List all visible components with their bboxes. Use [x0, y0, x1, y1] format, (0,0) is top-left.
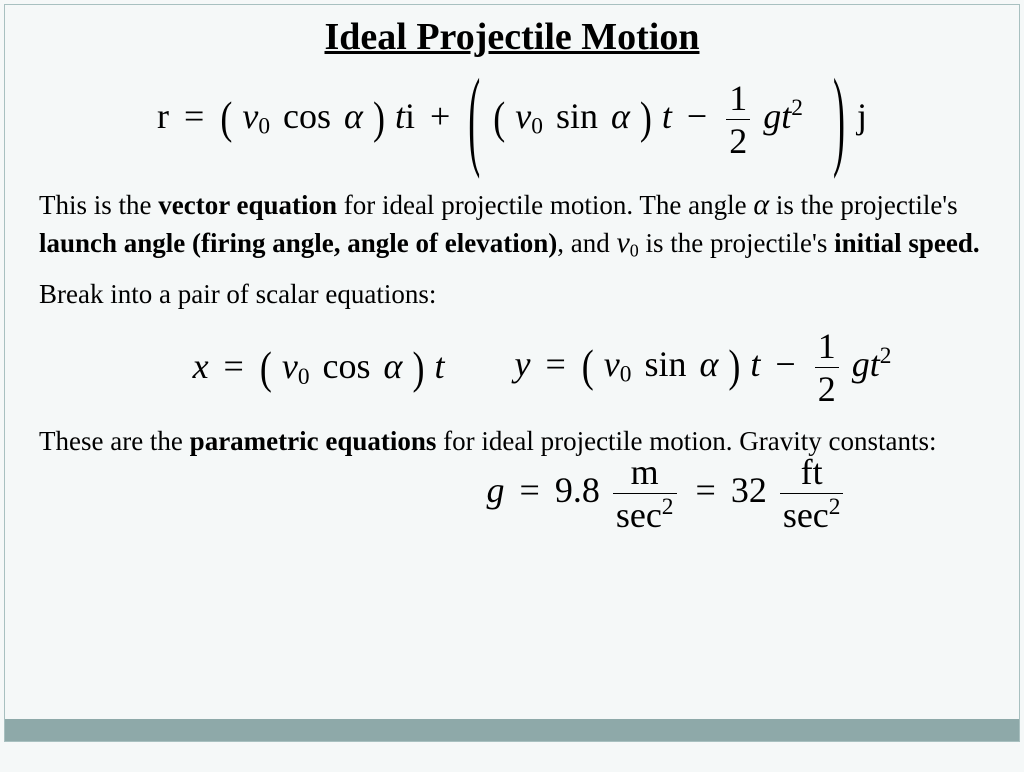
sym-j: j: [857, 96, 867, 136]
fraction-m-sec2: m sec2: [613, 451, 677, 536]
lparen-icon: (: [260, 342, 272, 395]
sym-cos: cos: [283, 96, 331, 136]
text-bold: vector equation: [158, 190, 337, 220]
val-32: 32: [731, 470, 767, 510]
sym-x: x: [193, 346, 209, 386]
paragraph-vector-eq: This is the vector equation for ideal pr…: [39, 186, 985, 263]
den-2: 2: [726, 119, 750, 162]
sup-2: 2: [880, 343, 892, 369]
sym-minus: −: [687, 96, 707, 136]
equation-scalar-pair: x = ( v0 cos α ) t y = ( v0 sin α ) t − …: [99, 325, 985, 410]
text-span: , and: [557, 228, 616, 258]
sym-t: t: [750, 344, 760, 384]
lparen-icon: (: [220, 92, 232, 145]
text-span: is the projectile's: [769, 190, 958, 220]
sym-alpha: α: [384, 346, 403, 386]
rparen-big-icon: ): [833, 52, 845, 182]
sym-y: y: [514, 344, 530, 384]
text-span: This is the: [39, 190, 158, 220]
sup-2: 2: [791, 95, 803, 121]
sym-sin: sin: [556, 96, 598, 136]
unit-sec: sec: [616, 495, 662, 535]
fraction-half: 1 2: [726, 77, 750, 162]
num-1: 1: [815, 325, 839, 367]
sym-alpha: α: [699, 344, 718, 384]
rparen-icon: ): [728, 340, 740, 393]
rparen-icon: ): [640, 92, 652, 145]
fraction-ft-sec2: ft sec2: [780, 451, 844, 536]
sym-eq: =: [696, 470, 716, 510]
text-bold: initial speed.: [834, 228, 980, 258]
sym-eq: =: [184, 96, 204, 136]
unit-m: m: [613, 451, 677, 493]
sym-t: t: [870, 344, 880, 384]
text-span: for ideal projectile motion. The angle: [337, 190, 753, 220]
sym-eq: =: [520, 470, 540, 510]
lparen-big-icon: (: [468, 52, 480, 182]
sym-g: g: [852, 344, 870, 384]
sym-i: i: [405, 96, 415, 136]
val-9-8: 9.8: [555, 470, 600, 510]
unit-sec: sec: [783, 495, 829, 535]
sym-r: r: [157, 96, 169, 136]
num-1: 1: [726, 77, 750, 119]
sym-g: g: [763, 96, 781, 136]
lparen-icon: (: [582, 340, 594, 393]
sym-sin: sin: [644, 344, 686, 384]
sym-v: v: [604, 344, 620, 384]
sym-t: t: [781, 96, 791, 136]
sym-t: t: [434, 346, 444, 386]
sup-2: 2: [829, 494, 841, 520]
sym-g: g: [487, 470, 505, 510]
sym-alpha: α: [344, 96, 363, 136]
sub-0: 0: [531, 114, 543, 140]
bottom-bar: [5, 719, 1019, 741]
sym-alpha: α: [611, 96, 630, 136]
sym-v: v: [515, 96, 531, 136]
sub-0-inline: 0: [630, 241, 639, 261]
lparen-icon: (: [493, 92, 505, 145]
unit-ft: ft: [780, 451, 844, 493]
sym-v-inline: v: [616, 226, 629, 259]
sym-eq: =: [224, 346, 244, 386]
slide: Ideal Projectile Motion r = ( v0 cos α )…: [4, 4, 1020, 742]
sub-0: 0: [298, 364, 310, 390]
text-bold: launch angle (firing angle, angle of ele…: [39, 228, 557, 258]
sym-t: t: [662, 96, 672, 136]
equation-gravity: g = 9.8 m sec2 = 32 ft sec2: [349, 451, 985, 536]
sym-alpha-inline: α: [753, 188, 769, 221]
sup-2: 2: [662, 494, 674, 520]
sym-eq: =: [545, 344, 565, 384]
text-span: These are the: [39, 426, 190, 456]
text-bold: parametric equations: [190, 426, 437, 456]
sym-minus: −: [775, 344, 795, 384]
text-span: is the projectile's: [639, 228, 834, 258]
sym-v: v: [282, 346, 298, 386]
sym-plus: +: [430, 96, 450, 136]
equation-vector: r = ( v0 cos α ) ti + ( ( v0 sin α ) t −…: [39, 77, 985, 162]
equation-x: x = ( v0 cos α ) t: [193, 345, 445, 391]
sub-0: 0: [258, 114, 270, 140]
rparen-icon: ): [412, 342, 424, 395]
rparen-icon: ): [373, 92, 385, 145]
den-2: 2: [815, 367, 839, 410]
paragraph-break: Break into a pair of scalar equations:: [39, 277, 985, 312]
equation-y: y = ( v0 sin α ) t − 1 2 gt2: [514, 325, 891, 410]
sym-cos: cos: [323, 346, 371, 386]
sym-v: v: [242, 96, 258, 136]
sym-t: t: [395, 96, 405, 136]
sub-0: 0: [620, 362, 632, 388]
fraction-half: 1 2: [815, 325, 839, 410]
